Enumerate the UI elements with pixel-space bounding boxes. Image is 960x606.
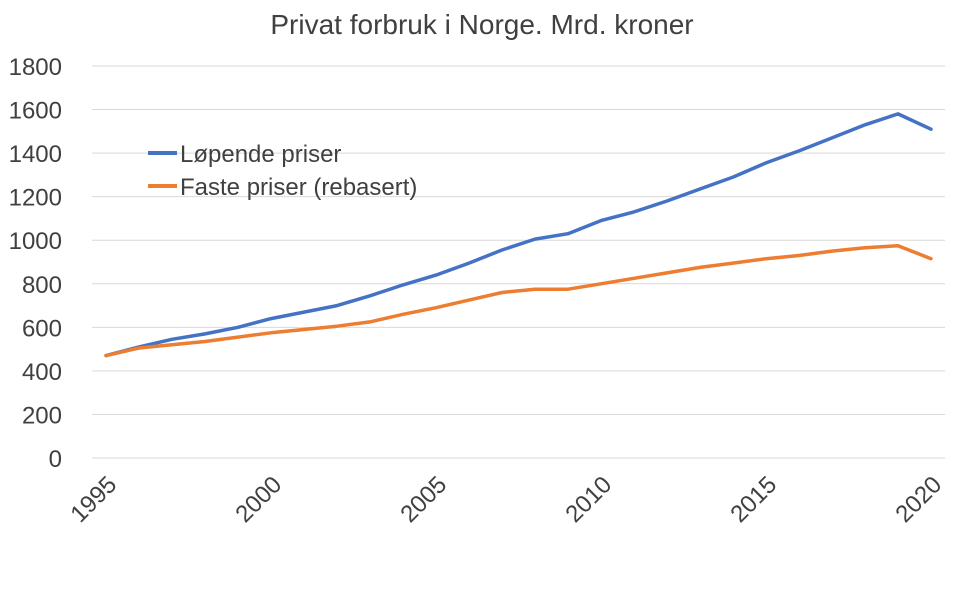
legend: Løpende priser Faste priser (rebasert) <box>148 141 417 201</box>
x-tick-label: 2000 <box>230 471 287 528</box>
y-tick-label: 600 <box>22 315 62 342</box>
y-tick-label: 0 <box>49 446 62 473</box>
x-tick-label: 2020 <box>890 471 947 528</box>
x-tick-label: 2015 <box>725 471 782 528</box>
x-tick-label: 2010 <box>560 471 617 528</box>
chart-title: Privat forbruk i Norge. Mrd. kroner <box>270 9 693 40</box>
y-tick-label: 400 <box>22 359 62 386</box>
legend-label: Løpende priser <box>180 141 341 168</box>
x-axis-ticks: 1995 2000 2005 2010 2015 2020 <box>65 471 947 528</box>
x-tick-label: 2005 <box>395 471 452 528</box>
y-axis-ticks: 0 200 400 600 800 1000 1200 1400 1600 1800 <box>9 54 62 473</box>
y-tick-label: 800 <box>22 272 62 299</box>
y-tick-label: 1400 <box>9 141 62 168</box>
series-line-0 <box>104 112 933 358</box>
y-tick-label: 1200 <box>9 185 62 212</box>
x-tick-label: 1995 <box>65 471 122 528</box>
legend-label: Faste priser (rebasert) <box>180 174 417 201</box>
y-tick-label: 1800 <box>9 54 62 81</box>
y-tick-label: 1000 <box>9 228 62 255</box>
y-tick-label: 1600 <box>9 98 62 125</box>
gridlines <box>92 65 945 459</box>
y-tick-label: 200 <box>22 402 62 429</box>
series-line-1 <box>104 243 933 358</box>
series-lines <box>104 112 933 358</box>
